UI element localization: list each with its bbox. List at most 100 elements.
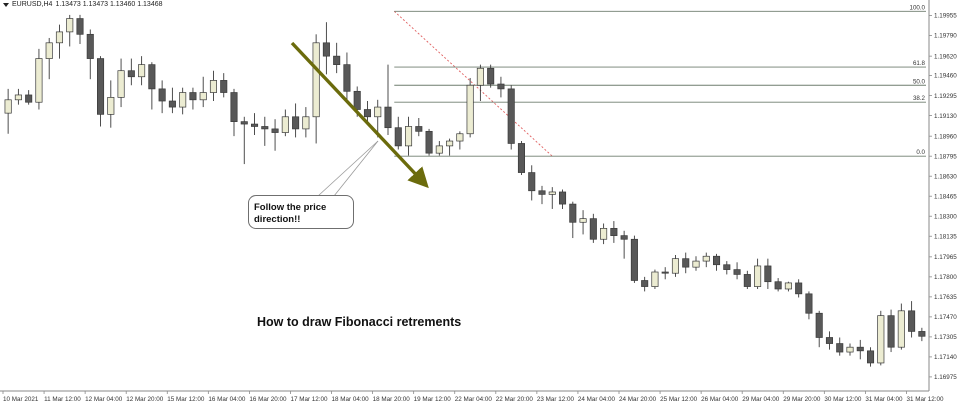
candle xyxy=(507,85,515,150)
candle xyxy=(117,58,125,108)
candle-body-bull xyxy=(754,265,762,287)
candle xyxy=(456,131,464,150)
candle-body-bull xyxy=(14,94,22,101)
candle xyxy=(179,87,187,115)
candle xyxy=(405,116,413,156)
candle xyxy=(251,113,259,135)
candle-body-bull xyxy=(66,18,74,33)
time-tick-label: 25 Mar 12:00 xyxy=(660,396,698,403)
candle xyxy=(723,261,731,275)
candle-body-bear xyxy=(723,264,731,270)
candle xyxy=(651,269,659,289)
candle xyxy=(805,291,813,320)
price-tick-label: 1.17635 xyxy=(934,294,957,301)
candle-body-bull xyxy=(179,92,187,108)
price-tick-label: 1.16975 xyxy=(934,374,957,381)
price-tick-label: 1.18960 xyxy=(934,133,957,140)
candle xyxy=(415,117,423,137)
time-tick-label: 31 Mar 04:00 xyxy=(865,396,903,403)
candle-body-bear xyxy=(25,94,33,103)
time-tick-label: 23 Mar 12:00 xyxy=(537,396,575,403)
candle-body-bull xyxy=(374,106,382,118)
candle xyxy=(795,279,803,298)
candle xyxy=(600,223,608,245)
time-tick-label: 24 Mar 04:00 xyxy=(578,396,616,403)
candle-body-bull xyxy=(702,255,710,262)
fib-trend-line xyxy=(393,10,553,157)
candle-body-bull xyxy=(784,282,792,290)
candle-body-bull xyxy=(209,80,217,93)
candle-body-bull xyxy=(45,42,53,59)
time-tick-label: 11 Mar 12:00 xyxy=(44,396,81,403)
candle xyxy=(4,88,12,134)
candle xyxy=(312,34,320,144)
candle-body-bear xyxy=(918,331,926,337)
candle-body-bear xyxy=(733,269,741,275)
candle xyxy=(877,310,885,366)
candle xyxy=(189,87,197,110)
candle-body-bear xyxy=(292,116,300,130)
candle xyxy=(343,52,351,102)
candle xyxy=(559,189,567,209)
candle-body-bear xyxy=(343,64,351,92)
candle-body-bear xyxy=(528,172,536,192)
candle xyxy=(589,213,597,243)
candle xyxy=(230,88,238,137)
candle-body-bear xyxy=(497,83,505,90)
candle xyxy=(836,337,844,356)
ohlc-values: 1.13473 1.13473 1.13460 1.13468 xyxy=(55,1,163,8)
symbol-label: EURUSD,H4 xyxy=(12,1,53,8)
chart-annotation-title: How to draw Fibonacci retrements xyxy=(257,315,462,329)
fib-level-label: 50.0 xyxy=(913,78,926,85)
candle xyxy=(148,62,156,110)
candle xyxy=(867,347,875,367)
candle xyxy=(363,101,371,125)
price-tick-label: 1.18465 xyxy=(934,193,957,200)
candle-body-bull xyxy=(138,64,146,78)
candle-body-bull xyxy=(548,191,556,195)
time-tick-label: 18 Mar 04:00 xyxy=(332,396,370,403)
candle-body-bull xyxy=(435,145,443,154)
price-tick-label: 1.18795 xyxy=(934,153,957,160)
candle xyxy=(168,87,176,114)
callout-box[interactable]: Follow the price direction!! xyxy=(248,195,354,229)
candle-body-bull xyxy=(312,42,320,118)
candle-body-bull xyxy=(456,133,464,142)
candle-body-bear xyxy=(148,64,156,90)
trend-arrow[interactable] xyxy=(290,41,429,189)
candle-body-bear xyxy=(189,92,197,101)
drawings-layer xyxy=(290,41,429,197)
time-tick-label: 22 Mar 20:00 xyxy=(496,396,534,403)
candle-body-bear xyxy=(158,88,166,102)
candle-body-bull xyxy=(671,258,679,274)
candle-body-bear xyxy=(795,282,803,295)
candle-body-bull xyxy=(466,84,474,135)
candle-body-bull xyxy=(692,260,700,268)
candle-body-bear xyxy=(240,121,248,125)
candle xyxy=(784,281,792,292)
time-tick-label: 22 Mar 04:00 xyxy=(455,396,493,403)
candle-body-bear xyxy=(743,274,751,287)
candle xyxy=(281,109,289,137)
candle-body-bear xyxy=(97,58,105,115)
candle-body-bear xyxy=(271,128,279,133)
candle-body-bear xyxy=(774,281,782,290)
candle-body-bear xyxy=(353,90,361,110)
price-tick-label: 1.17800 xyxy=(934,274,957,281)
candle-body-bear xyxy=(363,109,371,118)
candle-body-bear xyxy=(630,238,638,281)
candle xyxy=(825,331,833,350)
candle-body-bull xyxy=(846,346,854,353)
candle-body-bear xyxy=(507,88,515,144)
time-tick-label: 16 Mar 20:00 xyxy=(249,396,287,403)
candle xyxy=(897,303,905,350)
fibonacci-retracement[interactable]: 100.0 61.8 50.0 38.2 0.0 xyxy=(393,4,926,157)
candle xyxy=(620,230,628,259)
candle xyxy=(435,141,443,156)
candle-body-bear xyxy=(384,106,392,129)
candle xyxy=(682,252,690,274)
candle xyxy=(466,77,474,138)
price-tick-label: 1.17470 xyxy=(934,314,957,321)
